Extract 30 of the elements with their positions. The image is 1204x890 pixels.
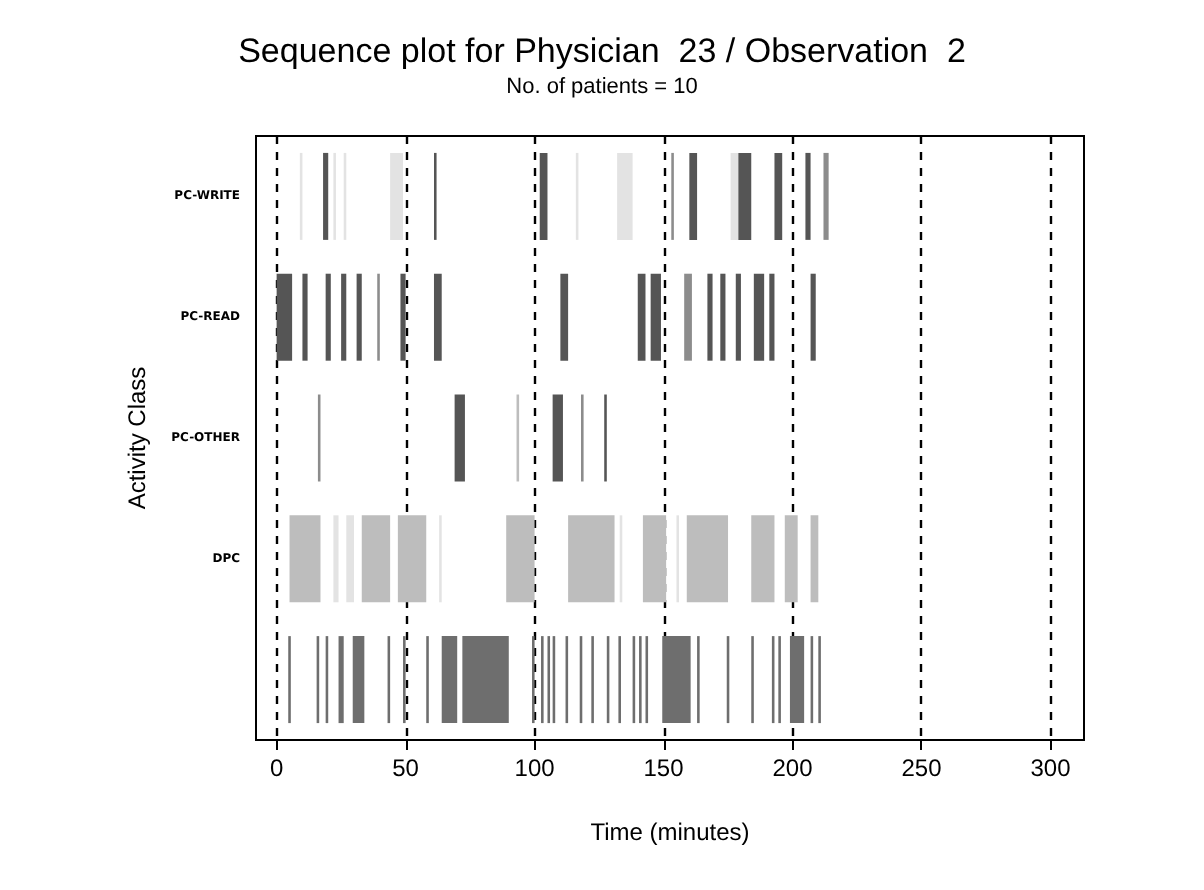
bar	[454, 394, 465, 482]
x-tick-label: 0	[269, 754, 284, 782]
x-tick-label: 300	[1030, 754, 1072, 782]
bar	[738, 152, 752, 240]
bar	[617, 152, 633, 240]
bar	[341, 273, 347, 361]
bar	[789, 636, 805, 724]
x-tick-label: 100	[514, 754, 556, 782]
bar	[302, 273, 308, 361]
bar	[774, 152, 783, 240]
bar	[662, 636, 691, 724]
bar	[707, 273, 713, 361]
bar	[735, 273, 741, 361]
bar	[346, 515, 355, 603]
bar	[689, 152, 698, 240]
bar	[650, 273, 661, 361]
x-tick-label: 250	[901, 754, 943, 782]
bar	[323, 152, 329, 240]
bar	[805, 152, 811, 240]
bar	[552, 394, 563, 482]
bar	[720, 273, 726, 361]
x-tick-label: 50	[392, 754, 420, 782]
x-tick-label: 150	[643, 754, 685, 782]
chart-subtitle: No. of patients = 10	[506, 75, 698, 99]
bar	[400, 273, 406, 361]
bar	[539, 152, 548, 240]
y-axis-title: Activity Class	[123, 366, 152, 510]
chart-title: Sequence plot for Physician 23 / Observation 2	[238, 32, 966, 70]
x-axis-title: Time (minutes)	[590, 818, 750, 846]
x-tick-label: 200	[772, 754, 814, 782]
